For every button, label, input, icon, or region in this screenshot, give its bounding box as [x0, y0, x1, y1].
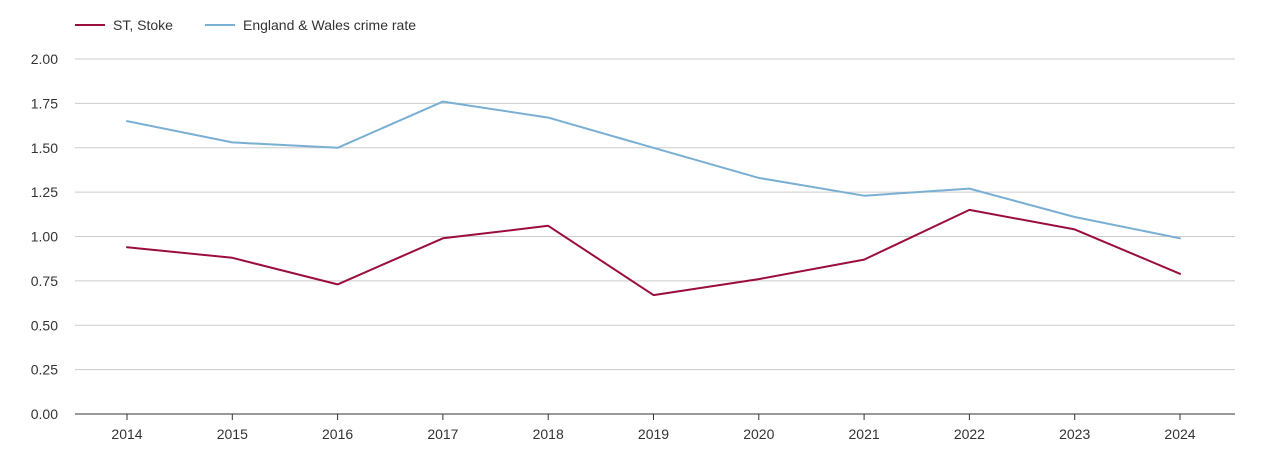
x-tick-label-2016: 2016	[322, 426, 353, 442]
y-tick-label-7: 1.75	[31, 95, 58, 111]
x-tick-label-2018: 2018	[533, 426, 564, 442]
y-tick-label-1: 0.25	[31, 362, 58, 378]
y-tick-label-5: 1.25	[31, 184, 58, 200]
series-line-1	[126, 100, 1181, 240]
y-tick-label-3: 0.75	[31, 273, 58, 289]
x-tick-label-2020: 2020	[743, 426, 774, 442]
series-group	[126, 100, 1181, 297]
x-tick-label-2019: 2019	[638, 426, 669, 442]
legend-label-1: England & Wales crime rate	[243, 17, 416, 33]
y-tick-label-4: 1.00	[31, 229, 58, 245]
y-axis-ticks: 0.00 0.25 0.50 0.75 1.00 1.25 1.50 1.75 2.00	[31, 51, 58, 422]
legend: ST, Stoke England & Wales crime rate	[75, 17, 416, 33]
series-line-0	[126, 208, 1181, 297]
x-tick-label-2023: 2023	[1059, 426, 1090, 442]
x-tick-label-2015: 2015	[217, 426, 248, 442]
y-tick-label-6: 1.50	[31, 140, 58, 156]
x-tick-label-2024: 2024	[1164, 426, 1195, 442]
y-tick-label-2: 0.50	[31, 317, 58, 333]
legend-label-0: ST, Stoke	[113, 17, 173, 33]
x-tick-label-2014: 2014	[111, 426, 142, 442]
x-tick-label-2017: 2017	[427, 426, 458, 442]
x-tick-label-2021: 2021	[849, 426, 880, 442]
y-tick-label-8: 2.00	[31, 51, 58, 67]
grid	[75, 58, 1235, 415]
x-axis-ticks: 2014 2015 2016 2017 2018 2019 2020 2021 2022 2023…	[111, 414, 1196, 442]
x-tick-label-2022: 2022	[954, 426, 985, 442]
y-tick-label-0: 0.00	[31, 406, 58, 422]
